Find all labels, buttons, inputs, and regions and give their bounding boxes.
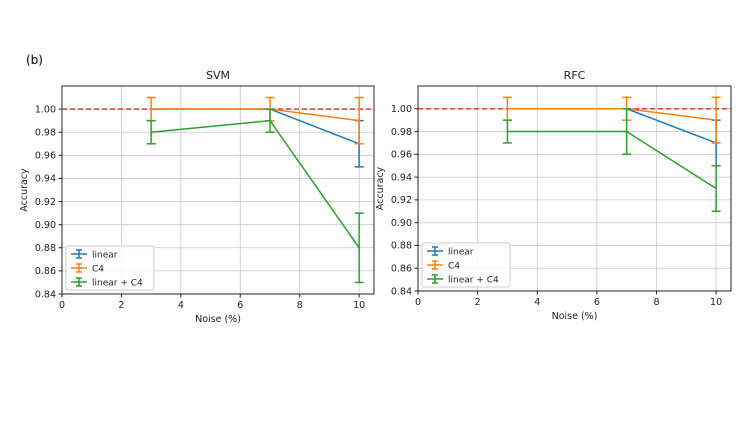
legend: linear C4 linear + C4 (421, 242, 511, 288)
y-axis-label: Accuracy (375, 166, 386, 210)
x-tick-label: 6 (237, 300, 243, 311)
x-tick-label: 8 (653, 297, 659, 308)
x-axis-label: Noise (%) (195, 314, 241, 325)
chart-panel-rfc: 0 2 4 6 8 10 0.84 0.86 0.88 0.90 0.92 0.94 0.96 0.98 1… (375, 69, 732, 322)
chart-panel-svm: 0 2 4 6 8 10 0.84 0.86 0.88 0.90 0.92 0.94 0.96 0.98 1… (19, 69, 375, 325)
x-tick-label: 2 (118, 300, 124, 311)
y-tick-label: 0.88 (35, 243, 56, 254)
y-tick-label: 0.98 (35, 128, 56, 139)
y-tick-label: 0.90 (35, 220, 56, 231)
legend-label: linear (92, 250, 118, 260)
x-tick-label: 10 (353, 300, 365, 311)
legend: linear C4 linear + C4 (65, 245, 155, 291)
y-tick-label: 0.86 (35, 266, 56, 277)
x-tick-label: 10 (710, 297, 722, 308)
y-tick-label: 0.92 (391, 195, 412, 206)
y-tick-label: 0.86 (391, 264, 412, 275)
y-tick-label: 0.84 (35, 289, 56, 300)
y-tick-label: 0.90 (391, 218, 412, 229)
x-tick-label: 4 (534, 297, 540, 308)
y-axis-label: Accuracy (19, 168, 30, 212)
y-tick-label: 0.96 (391, 150, 412, 161)
y-tick-label: 0.98 (391, 127, 412, 138)
legend-label: linear (448, 247, 474, 257)
axes-frame (417, 85, 732, 292)
y-tick-label: 1.00 (391, 104, 412, 115)
x-tick-label: 4 (178, 300, 184, 311)
x-axis-label: Noise (%) (552, 311, 598, 322)
y-tick-label: 0.92 (35, 197, 56, 208)
legend-label: C4 (448, 261, 460, 271)
x-tick-label: 0 (415, 297, 421, 308)
y-tick-label: 1.00 (35, 104, 56, 115)
y-tick-label: 0.88 (391, 241, 412, 252)
legend-box (421, 242, 511, 288)
legend-label: linear + C4 (92, 278, 143, 288)
chart-title: SVM (206, 69, 230, 82)
x-tick-label: 0 (59, 300, 65, 311)
chart-title: RFC (564, 69, 586, 82)
legend-label: linear + C4 (448, 275, 499, 285)
y-tick-label: 0.94 (391, 172, 412, 183)
figure-label: (b) (26, 53, 43, 67)
legend-box (65, 245, 155, 291)
x-tick-label: 8 (297, 300, 303, 311)
y-tick-label: 0.94 (35, 174, 56, 185)
y-tick-label: 0.84 (391, 286, 412, 297)
y-tick-label: 0.96 (35, 151, 56, 162)
legend-label: C4 (92, 264, 104, 274)
axes-frame (61, 85, 375, 295)
x-tick-label: 6 (594, 297, 600, 308)
x-tick-label: 2 (475, 297, 481, 308)
